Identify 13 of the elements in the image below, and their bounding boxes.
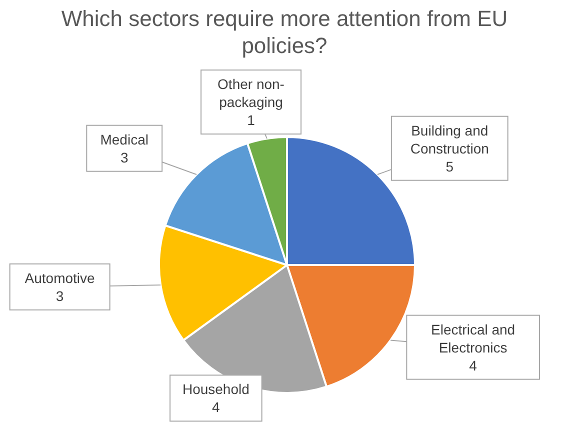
data-label: 1	[247, 112, 256, 128]
chart-title: Which sectors require more attention from EU policies?	[61, 6, 508, 58]
slice-label: Medical	[100, 131, 148, 148]
slice-label: Automotive	[24, 270, 96, 286]
slice-label: Other non-packaging	[218, 76, 285, 110]
slice-label: Building and Construction	[410, 122, 489, 156]
data-label: 5	[446, 158, 454, 174]
data-label: 3	[120, 149, 128, 166]
data-label: 4	[212, 399, 220, 416]
slice-label: Electrical and Electronics	[431, 321, 516, 356]
data-label: 3	[56, 288, 64, 304]
slice-label: Household	[182, 381, 250, 398]
data-label: 4	[469, 357, 478, 374]
